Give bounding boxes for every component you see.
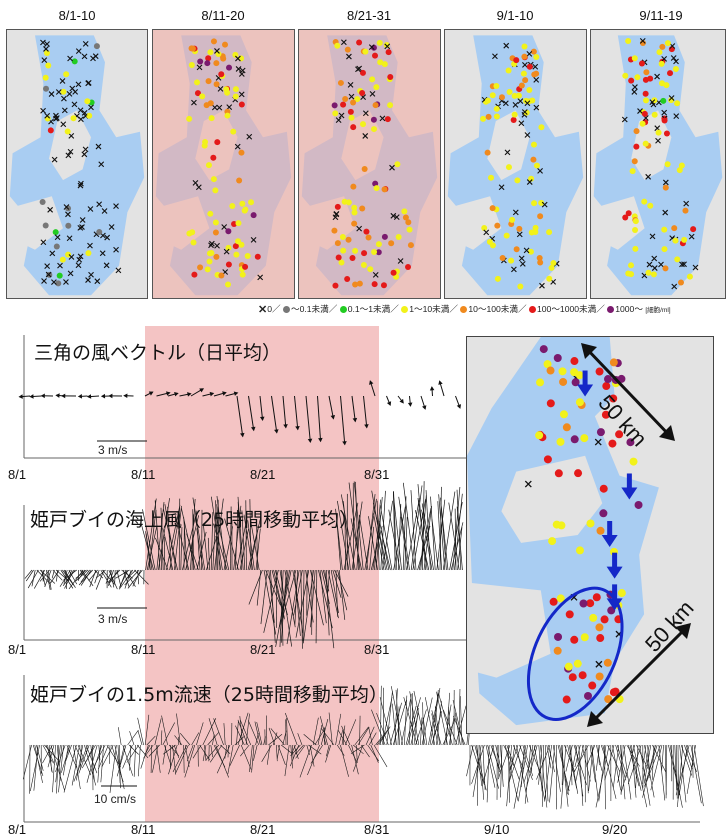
panel-2-vectors bbox=[24, 481, 464, 649]
panel-1-date-3: 8/21 bbox=[250, 467, 276, 482]
period-label-1: 8/1-10 bbox=[58, 8, 96, 23]
legend-gray-dot-icon bbox=[282, 306, 290, 314]
legend-label-1: ～0.1未満／ bbox=[290, 304, 338, 314]
map-svg-4 bbox=[445, 30, 586, 298]
legend-label-2: 0.1～1未満／ bbox=[347, 304, 399, 314]
legend-orange-dot-icon bbox=[460, 306, 468, 314]
panel-2-axes bbox=[23, 505, 468, 641]
panel-1-vectors bbox=[18, 380, 462, 446]
panel-3-date-5: 9/10 bbox=[484, 822, 510, 837]
period-label-2: 8/11-20 bbox=[201, 8, 245, 23]
panel-3-date-2: 8/11 bbox=[131, 822, 156, 837]
highlight-band bbox=[145, 326, 379, 822]
map-panel-5 bbox=[590, 29, 726, 299]
legend-label-6: 1000～ bbox=[615, 304, 643, 314]
panel-2-date-3: 8/21 bbox=[250, 642, 276, 657]
map-panel-3 bbox=[298, 29, 441, 299]
panel-1-scale-label: 3 m/s bbox=[98, 443, 128, 457]
panel-1-title: 三角の風ベクトル（日平均） bbox=[34, 342, 282, 364]
panel-3-date-1: 8/1 bbox=[8, 822, 27, 837]
panel-1-date-4: 8/31 bbox=[364, 467, 390, 482]
map-panel-4 bbox=[444, 29, 587, 299]
map-svg-2 bbox=[153, 30, 294, 298]
map-svg-5 bbox=[591, 30, 725, 298]
map-panel-1 bbox=[6, 29, 148, 299]
period-label-5: 9/11-19 bbox=[639, 8, 683, 23]
legend-unit: [細胞/ml] bbox=[645, 307, 671, 314]
legend-label-4: 10～100未満／ bbox=[468, 304, 527, 314]
legend-label-0: 0／ bbox=[267, 304, 281, 314]
panel-3-date-3: 8/21 bbox=[250, 822, 276, 837]
legend-purple-dot-icon bbox=[607, 306, 615, 314]
panel-2-date-4: 8/31 bbox=[364, 642, 390, 657]
map-svg-3 bbox=[299, 30, 440, 298]
panel-3-vectors bbox=[22, 685, 704, 810]
legend-label-5: 100～1000未満／ bbox=[536, 304, 605, 314]
map-panel-2 bbox=[152, 29, 295, 299]
panel-3-date-6: 9/20 bbox=[602, 822, 628, 837]
panel-3-scale-label: 10 cm/s bbox=[94, 792, 137, 806]
map-svg-1 bbox=[7, 30, 147, 298]
panel-1-date-1: 8/1 bbox=[8, 467, 27, 482]
legend-green-dot-icon bbox=[339, 306, 347, 314]
legend-yellow-dot-icon bbox=[401, 306, 409, 314]
panel-3-axes bbox=[23, 675, 700, 823]
panel-3-title: 姫戸ブイの1.5m流速（25時間移動平均） bbox=[30, 684, 388, 706]
panel-1-date-2: 8/11 bbox=[131, 467, 156, 482]
panel-2-title: 姫戸ブイの海上風（25時間移動平均） bbox=[30, 509, 359, 531]
legend: ✕0／ ～0.1未満／ 0.1～1未満／ 1～10未満／ 10～100未満／ 1… bbox=[258, 303, 728, 316]
legend-label-3: 1～10未満／ bbox=[409, 304, 458, 314]
panel-2-scale-label: 3 m/s bbox=[98, 612, 128, 626]
legend-cross-icon: ✕ bbox=[258, 304, 268, 317]
inset-map bbox=[466, 336, 714, 734]
panel-2-date-2: 8/11 bbox=[131, 642, 156, 657]
legend-red-dot-icon bbox=[528, 306, 536, 314]
period-label-4: 9/1-10 bbox=[496, 8, 534, 23]
period-label-3: 8/21-31 bbox=[346, 8, 392, 23]
panel-2-date-1: 8/1 bbox=[8, 642, 27, 657]
panel-3-date-4: 8/31 bbox=[364, 822, 390, 837]
inset-map-svg bbox=[467, 337, 713, 733]
